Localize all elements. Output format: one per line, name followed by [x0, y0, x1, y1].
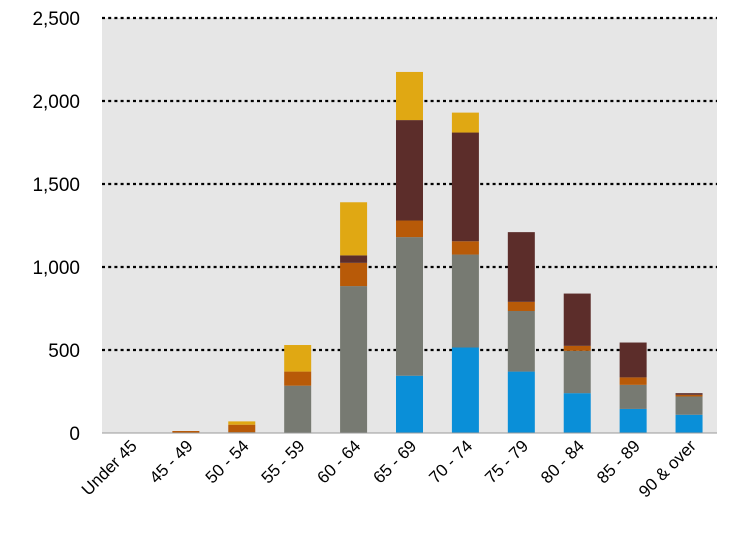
bar-segment [619, 342, 647, 378]
bar-segment [340, 202, 368, 256]
x-tick-label: 70 - 74 [425, 436, 476, 487]
bar-segment [396, 120, 423, 221]
bars [172, 71, 703, 433]
bar-segment [340, 262, 368, 287]
x-tick-label: 75 - 79 [481, 436, 532, 487]
bar-segment [675, 396, 703, 415]
x-tick-label: 50 - 54 [202, 436, 253, 487]
y-axis-ticks: 0 500 1,000 1,500 2,000 2,500 [32, 9, 80, 445]
bar-segment [507, 310, 535, 372]
y-tick-label: 1,500 [32, 175, 80, 196]
bar-segment [675, 393, 703, 395]
bar-segment [563, 345, 591, 351]
bar-segment [507, 232, 535, 302]
x-tick-label: 85 - 89 [593, 436, 644, 487]
bar-segment [563, 393, 591, 433]
bar-segment [563, 293, 591, 346]
bar-segment [451, 254, 479, 348]
bar-segment [284, 371, 312, 386]
bar-segment [228, 421, 256, 425]
bar-segment [619, 384, 647, 409]
x-tick-label: 80 - 84 [537, 436, 588, 487]
bar-segment [507, 371, 535, 433]
x-tick-label: 45 - 49 [146, 436, 197, 487]
bar-segment [451, 347, 479, 433]
bar-segment [396, 71, 423, 121]
bar-segment [284, 385, 312, 433]
bar-segment [340, 255, 368, 263]
x-tick-label: Under 45 [78, 436, 141, 499]
bar-segment [675, 394, 703, 397]
bar-segment [284, 345, 312, 372]
bar-segment [451, 132, 479, 242]
y-tick-label: 0 [69, 424, 80, 445]
bar-segment [619, 408, 647, 433]
y-tick-label: 1,000 [32, 258, 80, 279]
y-tick-label: 2,000 [32, 92, 80, 113]
x-tick-label: 65 - 69 [369, 436, 420, 487]
bar-segment [675, 414, 703, 433]
x-tick-label: 55 - 59 [258, 436, 309, 487]
bar-segment [396, 237, 423, 376]
y-tick-label: 500 [48, 341, 80, 362]
bar-segment [228, 424, 256, 433]
x-tick-label: 90 & over [635, 436, 700, 501]
bar-segment [396, 220, 423, 238]
x-tick-label: 60 - 64 [314, 436, 365, 487]
x-axis-ticks: Under 45 45 - 49 50 - 54 55 - 59 60 - 64 65 -… [78, 436, 700, 501]
bar-segment [507, 301, 535, 311]
bar-segment [340, 286, 368, 433]
bar-segment [396, 375, 423, 433]
bar-segment [172, 431, 200, 433]
bar-segment [451, 112, 479, 133]
y-tick-label: 2,500 [32, 9, 80, 30]
bar-segment [563, 350, 591, 394]
bar-segment [619, 377, 647, 385]
bar-segment [451, 241, 479, 255]
